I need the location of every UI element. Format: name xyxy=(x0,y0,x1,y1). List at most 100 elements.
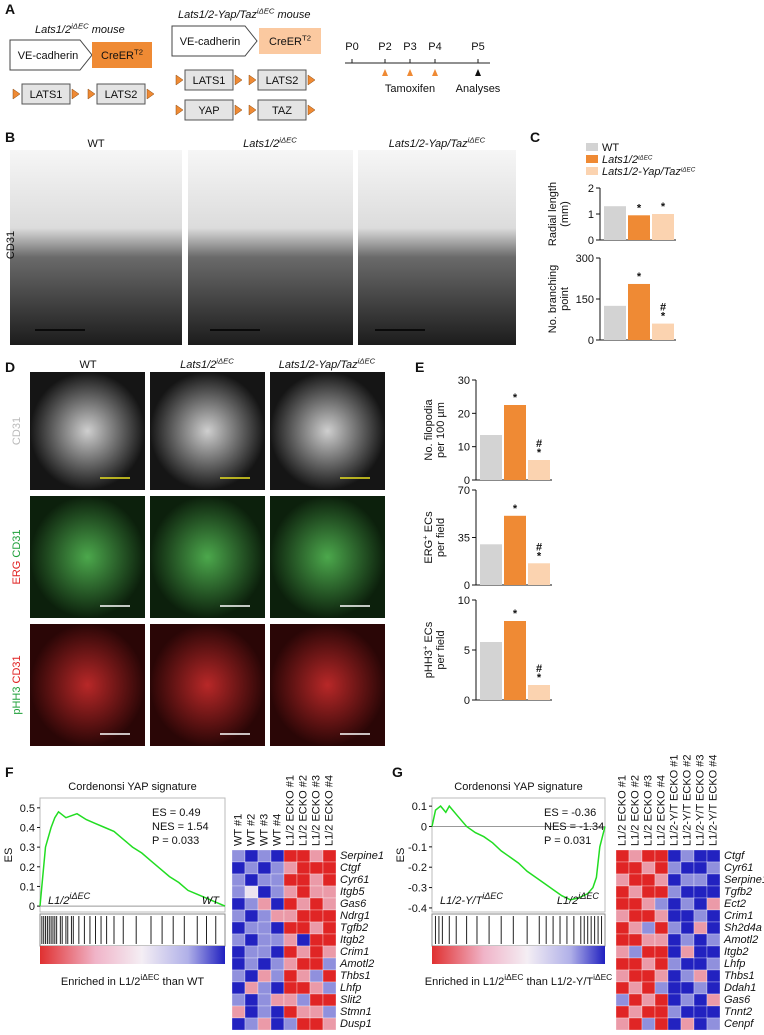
heatmap-cell xyxy=(270,849,285,863)
text-part: = 0.031 xyxy=(551,835,591,847)
heatmap-cell xyxy=(283,957,298,971)
heatmap-cell xyxy=(270,873,285,887)
significance: * xyxy=(637,202,642,214)
heatmap-cell xyxy=(257,945,272,959)
micro-image xyxy=(30,372,145,490)
heatmap-cell xyxy=(296,969,311,983)
y-tick-label: 0 xyxy=(464,580,470,592)
label: WT xyxy=(79,359,96,371)
row-label-part: pHH3 xyxy=(11,687,23,715)
heatmap-cell xyxy=(641,909,656,923)
heatmap-cell xyxy=(283,873,298,887)
heatmap-cell xyxy=(257,993,272,1007)
promoter-arrow xyxy=(9,39,93,71)
superscript: iΔEC xyxy=(279,136,297,145)
label: CD31 xyxy=(5,231,17,259)
heatmap-cell xyxy=(244,1017,259,1031)
gene-label: Itgb2 xyxy=(724,946,748,958)
micro-image xyxy=(270,372,385,490)
heatmap-cell xyxy=(693,909,708,923)
label: P5 xyxy=(471,41,484,53)
heatmap-cell xyxy=(706,885,721,899)
y-tick-label: 0.2 xyxy=(20,862,35,874)
heatmap-cell xyxy=(628,921,643,935)
significance: # xyxy=(660,302,666,314)
heatmap-cell xyxy=(322,861,337,875)
axis-title: Enriched in L1/2iΔEC than L1/2-Y/TiΔEC xyxy=(425,972,612,988)
legend-swatch xyxy=(586,143,598,151)
y-tick-label: -0.2 xyxy=(408,862,427,874)
label: P4 xyxy=(428,41,441,53)
heatmap-cell xyxy=(680,1017,695,1031)
heatmap-cell xyxy=(654,1005,669,1019)
statistic: NES = 1.54 xyxy=(152,821,209,833)
heatmap-cell xyxy=(231,945,246,959)
heatmap-cell xyxy=(283,885,298,899)
heatmap-cell xyxy=(283,945,298,959)
heatmap-cell xyxy=(667,861,682,875)
y-tick-label: 0.5 xyxy=(20,803,35,815)
heatmap-cell xyxy=(654,981,669,995)
heatmap-cell xyxy=(706,1005,721,1019)
label: Lats1/2-Yap/TaziΔEC xyxy=(389,136,486,150)
significance: * xyxy=(661,311,666,323)
heatmap-cell xyxy=(693,849,708,863)
label: WT xyxy=(87,138,104,150)
heatmap-cell xyxy=(628,945,643,959)
y-tick-label: 30 xyxy=(458,375,470,387)
superscript: + xyxy=(421,645,430,650)
heatmap-cell xyxy=(322,945,337,959)
heatmap-cell xyxy=(615,849,630,863)
panel-letter: A xyxy=(5,1,15,17)
text-part: Lats1/2-Yap/Taz xyxy=(389,138,468,150)
heatmap-cell xyxy=(654,849,669,863)
heatmap-cell xyxy=(680,993,695,1007)
micro-image xyxy=(270,624,385,746)
heatmap-cell xyxy=(641,897,656,911)
heatmap-cell xyxy=(667,921,682,935)
significance: # xyxy=(536,438,542,450)
chart-title: Cordenonsi YAP signature xyxy=(454,781,582,793)
gene-label: Amotl2 xyxy=(723,934,758,946)
heatmap-cell xyxy=(309,945,324,959)
statistic: P = 0.031 xyxy=(544,835,591,847)
heatmap-cell xyxy=(654,873,669,887)
heatmap-cell xyxy=(667,1017,682,1031)
heatmap-cell xyxy=(615,945,630,959)
statistic: NES = -1.34 xyxy=(544,821,604,833)
heatmap-cell xyxy=(615,885,630,899)
text-part: than L1/2-Y/T xyxy=(523,976,593,988)
y-tick-label: -0.4 xyxy=(408,903,427,915)
label: P0 xyxy=(345,41,358,53)
rank-gradient xyxy=(40,946,225,964)
heatmap-cell xyxy=(706,861,721,875)
rank-gradient xyxy=(432,946,605,964)
heatmap-cell xyxy=(309,873,324,887)
heatmap-cell xyxy=(309,897,324,911)
text-part: = 0.033 xyxy=(159,835,199,847)
text-part: WT xyxy=(79,359,96,371)
heatmap-cell xyxy=(628,909,643,923)
heatmap-cell xyxy=(231,909,246,923)
panel-letter: E xyxy=(415,359,424,375)
heatmap-cell xyxy=(244,969,259,983)
heatmap-cell xyxy=(667,885,682,899)
heatmap-cell xyxy=(309,993,324,1007)
label: Lats1/2-Yap/TaziΔEC xyxy=(279,357,376,371)
heatmap-cell xyxy=(628,1017,643,1031)
heatmap-cell xyxy=(654,993,669,1007)
heatmap-cell xyxy=(231,861,246,875)
heatmap-cell xyxy=(706,945,721,959)
text-part: CreER xyxy=(269,36,302,48)
gene-label: Dusp1 xyxy=(340,1018,372,1030)
significance: # xyxy=(536,541,542,553)
significance: * xyxy=(513,608,518,620)
heatmap-cell xyxy=(296,933,311,947)
heatmap-cell xyxy=(283,981,298,995)
superscript: iΔEC xyxy=(69,891,90,901)
heatmap-cell xyxy=(693,933,708,947)
superscript: iΔEC xyxy=(504,972,523,982)
heatmap-cell xyxy=(244,933,259,947)
heatmap-cell xyxy=(628,957,643,971)
label: CreERT2 xyxy=(269,34,311,48)
